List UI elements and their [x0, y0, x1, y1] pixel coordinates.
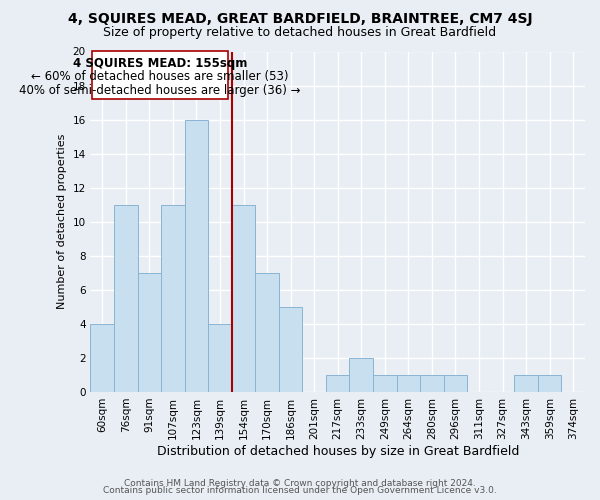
Bar — [255, 273, 279, 392]
Bar — [208, 324, 232, 392]
Text: 4 SQUIRES MEAD: 155sqm: 4 SQUIRES MEAD: 155sqm — [73, 56, 247, 70]
Bar — [232, 204, 255, 392]
Text: Size of property relative to detached houses in Great Bardfield: Size of property relative to detached ho… — [103, 26, 497, 39]
Bar — [373, 375, 397, 392]
X-axis label: Distribution of detached houses by size in Great Bardfield: Distribution of detached houses by size … — [157, 444, 519, 458]
Bar — [397, 375, 420, 392]
Bar — [443, 375, 467, 392]
Text: 4, SQUIRES MEAD, GREAT BARDFIELD, BRAINTREE, CM7 4SJ: 4, SQUIRES MEAD, GREAT BARDFIELD, BRAINT… — [68, 12, 532, 26]
Bar — [161, 204, 185, 392]
Text: ← 60% of detached houses are smaller (53): ← 60% of detached houses are smaller (53… — [31, 70, 289, 83]
Bar — [137, 273, 161, 392]
Text: Contains HM Land Registry data © Crown copyright and database right 2024.: Contains HM Land Registry data © Crown c… — [124, 478, 476, 488]
Bar — [185, 120, 208, 392]
Bar — [514, 375, 538, 392]
Bar — [326, 375, 349, 392]
Bar — [279, 307, 302, 392]
Bar — [349, 358, 373, 392]
Bar — [91, 324, 114, 392]
Text: 40% of semi-detached houses are larger (36) →: 40% of semi-detached houses are larger (… — [19, 84, 301, 97]
Y-axis label: Number of detached properties: Number of detached properties — [57, 134, 67, 310]
Bar — [114, 204, 137, 392]
Text: Contains public sector information licensed under the Open Government Licence v3: Contains public sector information licen… — [103, 486, 497, 495]
FancyBboxPatch shape — [92, 52, 228, 99]
Bar — [538, 375, 562, 392]
Bar — [420, 375, 443, 392]
